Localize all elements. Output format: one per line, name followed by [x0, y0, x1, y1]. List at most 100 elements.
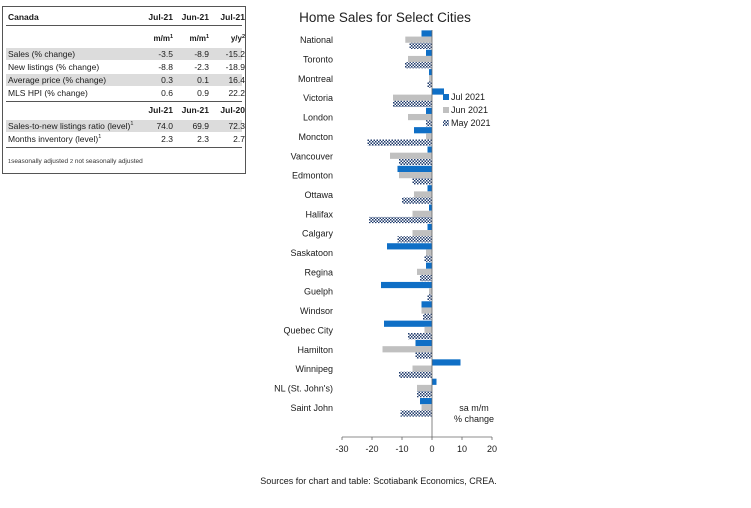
bar-2 [429, 75, 432, 82]
bar-3 [415, 352, 432, 359]
category-label: Montreal [298, 74, 333, 84]
category-label: Vancouver [291, 151, 333, 161]
col-header: Jul-21 [220, 12, 245, 22]
table-row: Sales-to-new listings ratio (level)1 74.… [6, 120, 245, 132]
category-label: Ottawa [304, 190, 333, 200]
unit-label: m/m1 [153, 34, 173, 43]
legend-label: Jun 2021 [451, 105, 488, 115]
table-title: Canada [8, 12, 39, 22]
table-footnote: 1seasonally adjusted 2 not seasonally ad… [8, 158, 143, 165]
bar-1 [432, 88, 444, 95]
cell: 0.1 [197, 75, 209, 85]
cell: 74.0 [156, 121, 173, 131]
category-label: Halifax [305, 209, 333, 219]
bar-1 [426, 49, 432, 56]
col-header: Jul-21 [148, 12, 173, 22]
table-row: Sales (% change) -3.5 -8.9 -15.2 [6, 48, 245, 60]
legend-label: May 2021 [451, 118, 491, 128]
chart-title: Home Sales for Select Cities [299, 10, 471, 25]
table-row: Months inventory (level)1 2.3 2.3 2.7 [6, 133, 245, 145]
bar-1 [414, 127, 432, 134]
bar-1 [384, 320, 432, 327]
cell: 22.2 [228, 88, 245, 98]
bar-1 [432, 359, 461, 366]
bar-2 [412, 230, 432, 237]
col-header: Jun-21 [181, 12, 209, 22]
bar-1 [427, 223, 432, 231]
cell: 0.3 [161, 75, 173, 85]
row-label: Sales-to-new listings ratio (level)1 [8, 121, 134, 131]
cell: 2.3 [197, 134, 209, 144]
bar-3 [412, 178, 432, 185]
bar-3 [393, 100, 432, 108]
bar-2 [417, 384, 432, 392]
table-header-row: Jul-21 Jun-21 Jul-20 [6, 104, 245, 116]
row-label: Average price (% change) [8, 75, 107, 85]
bar-1 [420, 398, 432, 405]
source-note: Sources for chart and table: Scotiabank … [260, 476, 497, 486]
category-label: Victoria [303, 93, 333, 103]
x-tick-label: 10 [457, 444, 467, 454]
cell: 2.3 [161, 134, 173, 144]
col-header: Jul-20 [220, 105, 245, 115]
category-label: Saskatoon [290, 248, 333, 258]
bar-1 [429, 69, 432, 76]
legend-label: Jul 2021 [451, 92, 485, 102]
bar-1 [426, 262, 432, 269]
x-tick-label: 0 [429, 444, 434, 454]
bar-3 [397, 236, 432, 243]
legend-swatch [443, 120, 449, 126]
category-label: Winnipeg [295, 364, 333, 374]
row-label: Months inventory (level)1 [8, 134, 102, 144]
legend-swatch [443, 107, 449, 113]
bar-3 [402, 197, 432, 204]
table-divider [6, 25, 242, 26]
category-label: Regina [304, 267, 333, 277]
chart-annotation: sa m/m [459, 403, 489, 413]
category-label: London [303, 113, 333, 123]
cell: 72.3 [228, 121, 245, 131]
chart-annotation: % change [454, 414, 494, 424]
bar-3 [405, 62, 432, 69]
cell: -18.9 [225, 62, 245, 72]
bar-3 [369, 216, 432, 224]
x-tick-label: -30 [335, 444, 348, 454]
cell: 69.9 [192, 121, 209, 131]
bar-1 [427, 185, 432, 192]
bar-2 [414, 191, 432, 198]
x-tick-label: 20 [487, 444, 497, 454]
row-label: MLS HPI (% change) [8, 88, 88, 98]
category-label: Toronto [303, 55, 333, 65]
bar-2 [405, 36, 432, 43]
bar-1 [381, 281, 432, 289]
bar-3 [424, 255, 432, 262]
category-label: Saint John [290, 403, 333, 413]
bar-2 [421, 307, 432, 314]
bar-2 [429, 288, 432, 295]
category-label: Moncton [298, 132, 333, 142]
cell: -2.3 [194, 62, 209, 72]
col-header: Jul-21 [148, 105, 173, 115]
table-units-row: m/m1 m/m1 y/y2 [6, 33, 245, 45]
category-label: Edmonton [292, 171, 333, 181]
bar-3 [426, 120, 432, 127]
bar-1 [426, 107, 432, 114]
category-label: Guelph [304, 287, 333, 297]
cell: 16.4 [228, 75, 245, 85]
table-header-row: Canada Jul-21 Jun-21 Jul-21 [6, 11, 245, 23]
bar-2 [382, 346, 432, 353]
cell: 0.6 [161, 88, 173, 98]
bar-2 [426, 249, 432, 256]
category-label: Hamilton [297, 345, 333, 355]
bar-3 [409, 42, 432, 49]
cell: -3.5 [158, 49, 173, 59]
category-label: NL (St. John's) [274, 383, 333, 393]
col-header: Jun-21 [181, 105, 209, 115]
bar-1 [397, 165, 432, 173]
x-tick-label: -10 [395, 444, 408, 454]
bar-2 [417, 268, 432, 275]
bar-1 [415, 339, 432, 347]
unit-label: y/y2 [230, 34, 245, 43]
canada-summary-table: Canada Jul-21 Jun-21 Jul-21 m/m1 m/m1 y/… [2, 6, 246, 174]
